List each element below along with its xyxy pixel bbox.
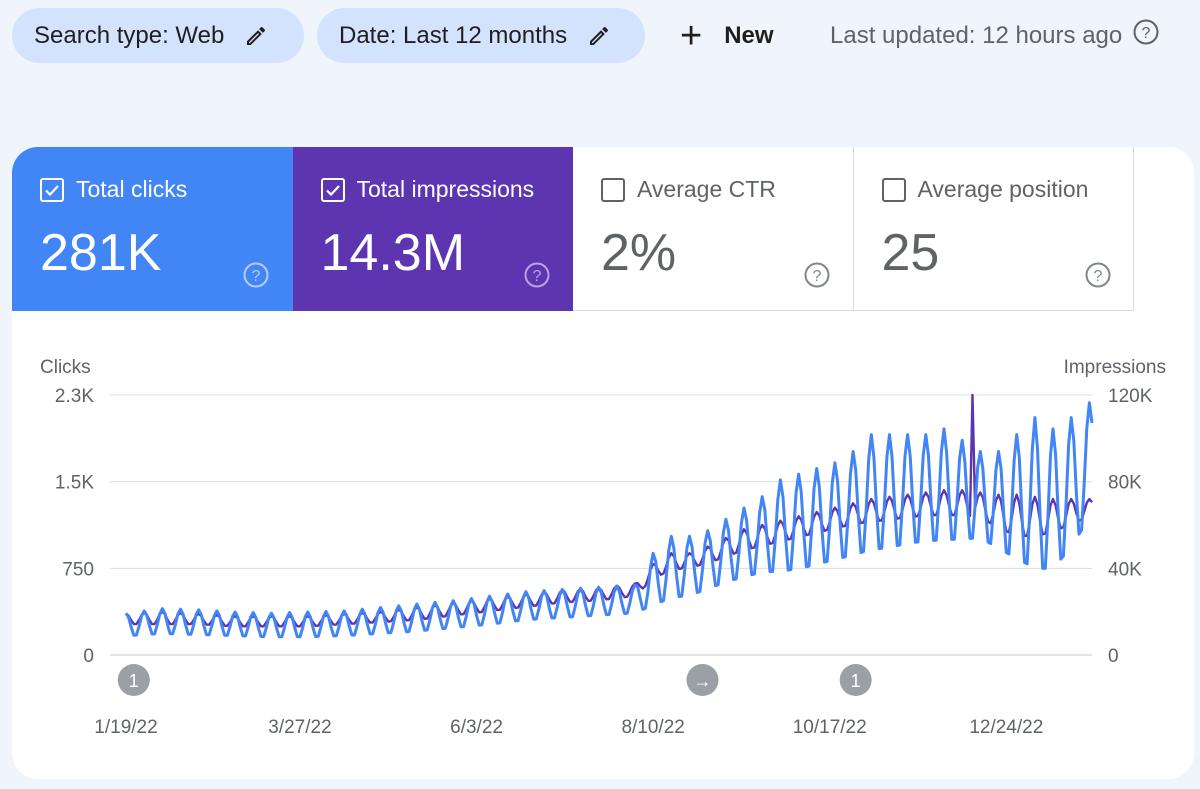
metric-value: 281K (40, 224, 162, 282)
svg-text:?: ? (252, 268, 261, 285)
x-tick-label: 6/3/22 (450, 717, 503, 738)
right-axis-label: Impressions (1064, 357, 1166, 378)
annotation-marker (686, 664, 719, 696)
clicks-series-line (124, 401, 1094, 639)
edit-pencil-icon (244, 24, 268, 48)
x-tick-label: 10/17/22 (793, 717, 867, 738)
svg-text:?: ? (1093, 268, 1102, 285)
x-tick-label: 8/10/22 (621, 717, 684, 738)
metric-tile-total-impressions[interactable]: Total impressions 14.3M ? (292, 147, 573, 311)
metric-label: Average CTR (637, 176, 776, 202)
filter-toolbar: Search type: Web Date: Last 12 months + … (12, 8, 1200, 64)
metric-label: Total clicks (76, 176, 188, 202)
checkbox-checked-icon[interactable] (320, 178, 345, 202)
svg-text:?: ? (532, 268, 541, 285)
left-axis-label: Clicks (40, 357, 91, 378)
help-icon[interactable]: ? (803, 261, 831, 289)
checkbox-checked-icon[interactable] (40, 178, 64, 202)
last-updated-status: Last updated: 12 hours ago ? (830, 8, 1160, 63)
annotation-label: 1 (129, 671, 139, 691)
metric-tile-average-position[interactable]: Average position 25 ? (853, 147, 1134, 311)
performance-card: Total clicks 281K ? Total impressions 14… (12, 147, 1194, 779)
annotation-label: 1 (851, 671, 861, 691)
date-range-chip[interactable]: Date: Last 12 months (317, 8, 645, 63)
performance-chart-svg: Clicks Impressions 0 750 1.5K 2.3K 0 40K 80K 120K… (40, 357, 1166, 738)
svg-text:?: ? (1142, 25, 1151, 42)
right-tick-label: 0 (1108, 646, 1119, 667)
new-button-label: New (724, 21, 774, 49)
left-tick-label: 2.3K (55, 386, 94, 407)
help-icon[interactable]: ? (1132, 18, 1160, 53)
metric-value: 25 (881, 224, 940, 282)
metric-label: Total impressions (356, 176, 535, 202)
right-tick-label: 40K (1108, 559, 1142, 580)
help-icon[interactable]: ? (1084, 261, 1112, 289)
x-tick-label: 1/19/22 (94, 717, 157, 738)
metric-value: 14.3M (320, 224, 466, 282)
right-tick-label: 120K (1108, 386, 1153, 407)
metric-tile-total-clicks[interactable]: Total clicks 281K ? (12, 147, 293, 311)
annotation-label: → (693, 671, 711, 691)
right-tick-label: 80K (1108, 473, 1142, 494)
left-tick-label: 0 (83, 646, 94, 667)
left-tick-label: 1.5K (55, 473, 94, 494)
annotation-marker (839, 664, 872, 696)
annotation-marker (117, 664, 150, 696)
svg-text:?: ? (813, 268, 822, 285)
date-chip-label: Date: Last 12 months (339, 21, 568, 49)
search-type-chip[interactable]: Search type: Web (12, 8, 304, 63)
x-tick-label: 12/24/22 (969, 717, 1043, 738)
checkbox-unchecked-icon[interactable] (601, 178, 625, 202)
new-filter-button[interactable]: + New (680, 8, 774, 63)
impressions-series-line (125, 393, 1093, 628)
edit-pencil-icon (587, 24, 611, 48)
search-type-chip-label: Search type: Web (34, 21, 225, 49)
metric-value: 2% (601, 224, 677, 282)
metric-label: Average position (917, 176, 1089, 202)
left-tick-label: 750 (62, 559, 94, 580)
x-tick-label: 3/27/22 (268, 717, 331, 738)
last-updated-text: Last updated: 12 hours ago (830, 21, 1123, 49)
help-icon[interactable]: ? (242, 261, 270, 289)
help-icon[interactable]: ? (523, 261, 551, 289)
checkbox-unchecked-icon[interactable] (881, 178, 906, 202)
metric-tile-average-ctr[interactable]: Average CTR 2% ? (573, 147, 854, 311)
performance-chart: Clicks Impressions 0 750 1.5K 2.3K 0 40K 80K 120K… (12, 337, 1194, 757)
plus-icon: + (680, 14, 703, 57)
metric-tiles: Total clicks 281K ? Total impressions 14… (12, 147, 1135, 311)
